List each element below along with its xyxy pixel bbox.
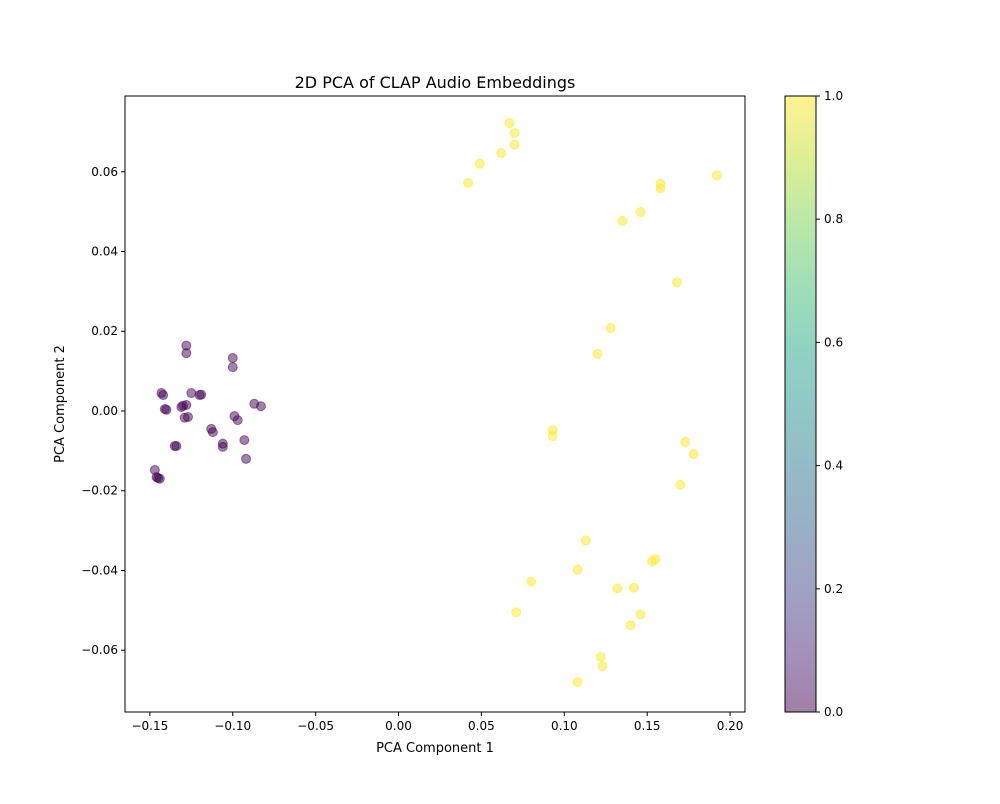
scatter-point — [625, 620, 636, 631]
scatter-point — [161, 404, 172, 415]
scatter-point — [617, 215, 628, 226]
scatter-point — [496, 148, 507, 159]
scatter-point — [255, 401, 266, 412]
scatter-point — [504, 118, 515, 129]
x-tick-label: 0.20 — [717, 719, 744, 733]
x-tick-label: −0.10 — [214, 719, 251, 733]
scatter-point — [635, 207, 646, 218]
x-tick-label: −0.15 — [131, 719, 168, 733]
colorbar-tick-label: 0.4 — [824, 459, 843, 473]
scatter-point — [680, 437, 691, 448]
colorbar-tick-label: 1.0 — [824, 89, 843, 103]
colorbar-tick-label: 0.2 — [824, 582, 843, 596]
x-tick-label: 0.05 — [468, 719, 495, 733]
y-tick-label: −0.06 — [81, 643, 118, 657]
colorbar-tick-label: 0.6 — [824, 335, 843, 349]
chart-title: 2D PCA of CLAP Audio Embeddings — [295, 73, 576, 92]
scatter-point — [509, 128, 520, 139]
scatter-point — [207, 427, 218, 438]
scatter-point — [217, 441, 228, 452]
y-tick-label: 0.04 — [91, 244, 118, 258]
scatter-point — [227, 352, 238, 363]
y-axis: −0.06 −0.04 −0.02 0.00 0.02 0.04 0.06 — [81, 165, 125, 657]
scatter-point — [580, 535, 591, 546]
scatter-point — [526, 576, 537, 587]
colorbar: 0.0 0.2 0.4 0.6 0.8 1.0 — [784, 89, 843, 719]
x-tick-label: 0.10 — [551, 719, 578, 733]
x-axis: −0.15 −0.10 −0.05 0.00 0.05 0.10 0.15 0.20 — [131, 712, 743, 733]
x-tick-label: 0.00 — [385, 719, 412, 733]
scatter-point — [597, 661, 608, 672]
scatter-point — [592, 348, 603, 359]
scatter-point — [239, 435, 250, 446]
scatter-point — [509, 139, 520, 150]
scatter-point — [635, 609, 646, 620]
scatter-point — [547, 431, 558, 442]
scatter-point — [572, 564, 583, 575]
x-axis-label: PCA Component 1 — [376, 741, 494, 756]
scatter-point — [711, 170, 722, 181]
scatter-point — [182, 411, 193, 422]
colorbar-gradient — [785, 96, 816, 712]
plot-frame — [124, 95, 746, 713]
scatter-point — [158, 390, 169, 401]
colorbar-ticks: 0.0 0.2 0.4 0.6 0.8 1.0 — [816, 89, 843, 719]
colorbar-tick-label: 0.8 — [824, 212, 843, 226]
y-tick-label: 0.06 — [91, 165, 118, 179]
scatter-point — [595, 651, 606, 662]
x-tick-label: −0.05 — [297, 719, 334, 733]
scatter-point — [572, 677, 583, 688]
colorbar-tick-label: 0.0 — [824, 705, 843, 719]
scatter-point — [675, 479, 686, 490]
colorbar-frame — [784, 95, 817, 713]
scatter-point — [241, 453, 252, 464]
scatter-point — [227, 362, 238, 373]
scatter-point — [672, 277, 683, 288]
scatter-point — [186, 388, 197, 399]
scatter-point — [171, 441, 182, 452]
scatter-point — [474, 158, 485, 169]
scatter-point — [181, 348, 192, 359]
scatter-point — [511, 607, 522, 618]
scatter-point — [605, 323, 616, 334]
scatter-point — [612, 583, 623, 594]
scatter-point — [154, 473, 165, 484]
scatter-point — [181, 400, 192, 410]
scatter-point — [232, 415, 243, 426]
y-tick-label: 0.02 — [91, 324, 118, 338]
y-tick-label: −0.02 — [81, 484, 118, 498]
y-axis-label: PCA Component 2 — [53, 345, 68, 463]
scatter-point — [655, 183, 666, 194]
points-layer — [149, 118, 722, 688]
y-tick-label: 0.00 — [91, 404, 118, 418]
scatter-point — [196, 389, 207, 400]
scatter-point — [628, 582, 639, 593]
scatter-point — [650, 554, 661, 565]
y-tick-label: −0.04 — [81, 563, 118, 577]
scatter-point — [688, 449, 699, 460]
scatter-point — [463, 177, 474, 188]
x-tick-label: 0.15 — [634, 719, 661, 733]
